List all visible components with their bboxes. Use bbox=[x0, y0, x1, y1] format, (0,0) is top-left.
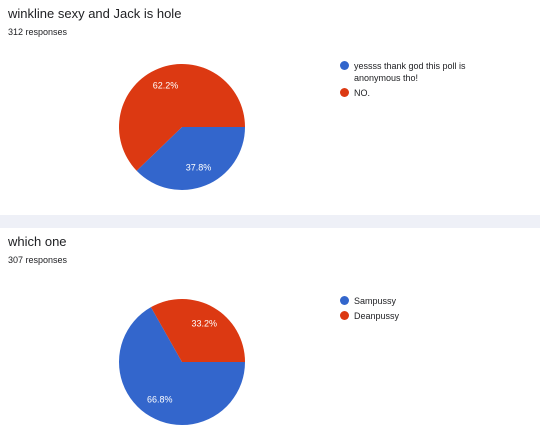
legend-item: yessss thank god this poll is anonymous … bbox=[340, 60, 520, 84]
pie-slice bbox=[119, 64, 245, 171]
legend-marker bbox=[340, 88, 349, 97]
legend-item: NO. bbox=[340, 87, 520, 99]
pie-slice bbox=[150, 299, 245, 362]
legend-label: Deanpussy bbox=[354, 311, 400, 321]
legend-marker bbox=[340, 61, 349, 70]
legend: Sampussy Deanpussy bbox=[340, 295, 520, 325]
response-count: 312 responses bbox=[8, 27, 68, 37]
legend-item: Sampussy bbox=[340, 295, 520, 307]
pie-chart: 66.8% 33.2% bbox=[118, 299, 245, 425]
question-card: which one 307 responses 66.8% 33.2% Sampussy… bbox=[0, 228, 540, 448]
legend-marker bbox=[340, 311, 349, 320]
legend-label: NO. bbox=[354, 88, 371, 98]
slice-label: 66.8% bbox=[147, 394, 173, 404]
pie-slice bbox=[118, 307, 245, 425]
question-card: winkline sexy and Jack is hole 312 respon… bbox=[0, 0, 540, 215]
slice-label: 37.8% bbox=[186, 162, 212, 172]
legend-label: yessss thank god this poll is anonymous … bbox=[354, 61, 466, 83]
legend-label: Sampussy bbox=[354, 296, 397, 306]
slice-label: 62.2% bbox=[153, 80, 179, 90]
slice-label: 33.2% bbox=[191, 318, 217, 328]
pie-chart: 37.8% 62.2% bbox=[119, 64, 245, 191]
response-count: 307 responses bbox=[8, 255, 68, 265]
question-title: winkline sexy and Jack is hole bbox=[8, 6, 182, 21]
legend: yessss thank god this poll is anonymous … bbox=[340, 60, 520, 102]
pie-slice bbox=[136, 127, 245, 191]
legend-item: Deanpussy bbox=[340, 310, 520, 322]
legend-marker bbox=[340, 296, 349, 305]
question-title: which one bbox=[8, 234, 67, 249]
